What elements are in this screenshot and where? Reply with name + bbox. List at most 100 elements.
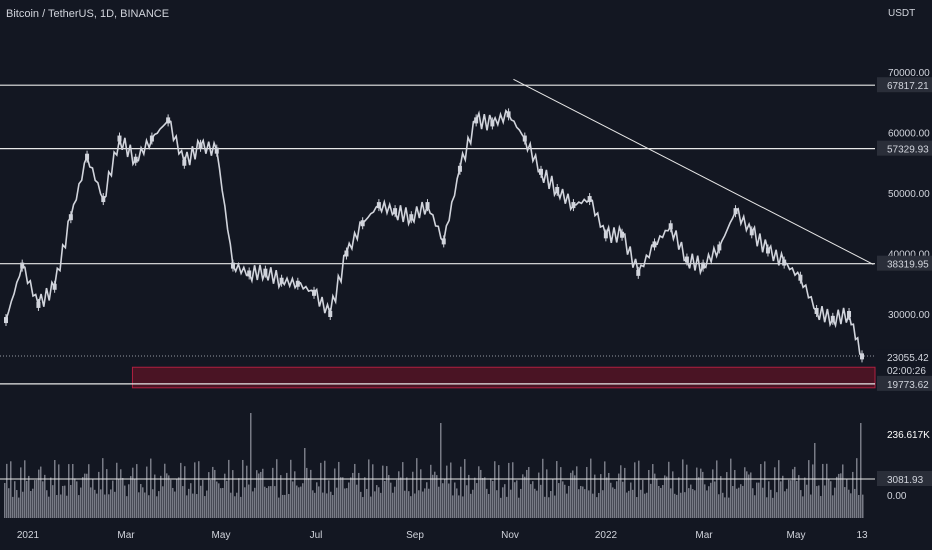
volume-bar <box>58 464 60 518</box>
volume-bar <box>564 484 566 518</box>
volume-bar <box>808 460 810 518</box>
volume-bar <box>242 459 244 518</box>
volume-bar <box>576 466 578 518</box>
volume-bar <box>422 491 424 518</box>
volume-bar <box>8 488 10 518</box>
volume-bar <box>168 475 170 518</box>
volume-bar <box>190 483 192 518</box>
volume-bar <box>130 476 132 518</box>
volume-bar <box>80 487 82 518</box>
volume-bar <box>668 461 670 518</box>
volume-bar <box>358 472 360 518</box>
candle <box>652 241 657 248</box>
volume-bar <box>200 485 202 518</box>
volume-bar <box>198 461 200 518</box>
volume-bar <box>678 477 680 518</box>
volume-bar <box>244 487 246 518</box>
volume-bar <box>286 472 288 518</box>
volume-bar <box>730 458 732 518</box>
volume-bar <box>402 462 404 518</box>
volume-bar <box>522 474 524 518</box>
volume-bar <box>726 472 728 518</box>
volume-bar <box>510 489 512 518</box>
volume-bar <box>798 475 800 518</box>
candle <box>441 238 446 245</box>
volume-bar <box>370 496 372 518</box>
volume-bar <box>246 465 248 518</box>
candle <box>425 202 430 209</box>
volume-bar <box>222 487 224 518</box>
volume-bar <box>454 482 456 518</box>
volume-bar <box>340 477 342 518</box>
candle <box>230 262 235 269</box>
candle <box>393 208 398 215</box>
volume-bar <box>796 480 798 518</box>
volume-bar <box>526 469 528 518</box>
volume-bar <box>694 490 696 518</box>
volume-bar <box>696 467 698 518</box>
volume-bar <box>676 494 678 518</box>
candle <box>328 311 333 317</box>
volume-bar <box>218 483 220 518</box>
volume-bar <box>642 479 644 518</box>
volume-bar <box>814 443 816 518</box>
volume-mid-label: 3081.93 <box>887 475 924 486</box>
candle <box>149 135 154 142</box>
volume-bar <box>308 478 310 518</box>
volume-bar <box>704 484 706 518</box>
volume-bar <box>220 488 222 518</box>
y-tick-label: 70000.00 <box>888 68 930 79</box>
volume-bar <box>410 496 412 518</box>
volume-bar <box>460 466 462 518</box>
volume-bar <box>674 493 676 518</box>
volume-bar <box>112 480 114 518</box>
volume-bar <box>50 477 52 518</box>
volume-bar <box>416 458 418 518</box>
volume-bar <box>670 488 672 518</box>
volume-bar <box>752 488 754 518</box>
x-tick-label: May <box>787 530 806 541</box>
candle <box>860 353 864 360</box>
price-series <box>5 108 863 357</box>
y-tick-label: 60000.00 <box>888 129 930 140</box>
volume-bar <box>38 469 40 518</box>
volume-bar <box>288 493 290 518</box>
volume-bar <box>224 473 226 518</box>
volume-bar <box>384 480 386 518</box>
volume-bar <box>236 492 238 518</box>
volume-bar <box>40 466 42 518</box>
volume-bar <box>120 469 122 518</box>
volume-bar <box>330 491 332 518</box>
volume-bar <box>834 487 836 518</box>
volume-bar <box>334 468 336 518</box>
volume-bar <box>20 467 22 518</box>
volume-bar <box>810 494 812 518</box>
volume-bar <box>858 494 860 518</box>
volume-bar <box>142 487 144 518</box>
volume-bar <box>498 465 500 518</box>
volume-bar <box>738 487 740 518</box>
volume-bar <box>630 482 632 518</box>
candle <box>360 220 365 227</box>
interval-label: 1D <box>99 8 115 20</box>
volume-bar <box>70 484 72 518</box>
volume-bar <box>592 493 594 518</box>
volume-bar <box>530 484 532 518</box>
volume-bar <box>214 469 216 518</box>
candle <box>279 277 284 284</box>
volume-bar <box>446 465 448 518</box>
candle <box>344 250 349 257</box>
volume-bar <box>626 492 628 518</box>
volume-bar <box>518 497 520 518</box>
support-price-label-bg <box>877 375 932 391</box>
volume-bar <box>638 460 640 518</box>
volume-bar <box>28 475 30 518</box>
volume-bar <box>710 482 712 518</box>
volume-bar <box>788 479 790 518</box>
volume-bar <box>362 497 364 518</box>
candle <box>765 247 770 254</box>
volume-bar <box>582 486 584 518</box>
volume-bar <box>794 466 796 518</box>
